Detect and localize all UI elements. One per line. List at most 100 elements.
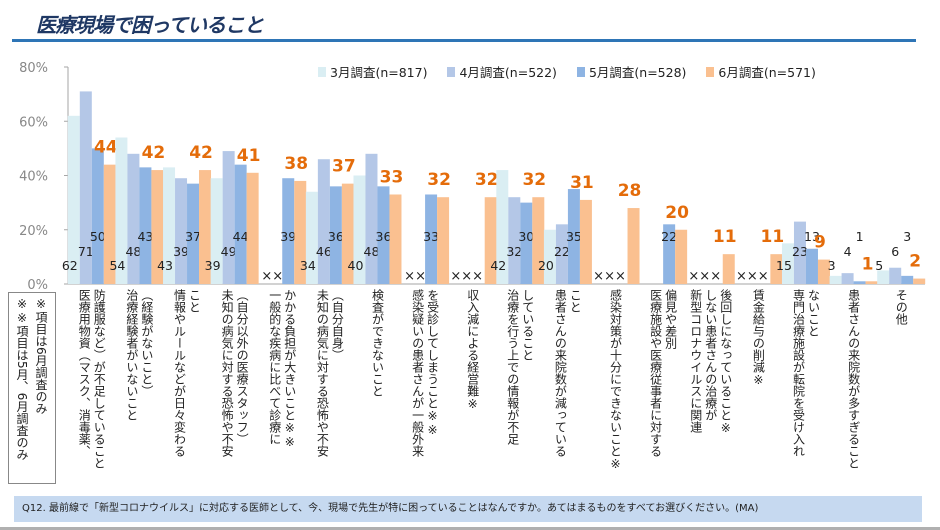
bar-6month bbox=[151, 170, 164, 284]
bar-5month bbox=[663, 224, 676, 284]
category-label-line: こと bbox=[568, 289, 583, 313]
legend-item: 4月調査(n=522) bbox=[447, 62, 557, 81]
data-label-highlight: 31 bbox=[570, 173, 594, 193]
legend-swatch bbox=[576, 66, 585, 77]
category-label-line: 情報やルールなどが日々変わる bbox=[172, 289, 187, 457]
y-tick-label: 80% bbox=[19, 61, 48, 76]
data-label: 40 bbox=[348, 258, 364, 273]
category-label: 未知の病気に対する恐怖や不安 （自分以外の医療スタッフ） bbox=[220, 289, 249, 457]
bar-6month bbox=[103, 164, 116, 284]
data-label: 50 bbox=[90, 229, 106, 244]
bar-3month bbox=[163, 167, 176, 284]
bar-5month bbox=[901, 275, 914, 284]
data-label: 35 bbox=[566, 229, 582, 244]
data-label: 36 bbox=[328, 229, 344, 244]
data-label: 23 bbox=[792, 244, 808, 259]
category-label: 患者さんの来院数が多すぎること bbox=[847, 289, 861, 469]
category-label: 専門治療施設が転院を受け入れ ないこと bbox=[791, 289, 820, 457]
category-label: 検査ができないこと bbox=[370, 289, 384, 397]
data-label-highlight: 2 bbox=[909, 252, 921, 272]
category-label-line: していること bbox=[520, 289, 535, 361]
bar-4month bbox=[317, 159, 330, 284]
data-label-highlight: 32 bbox=[475, 170, 499, 190]
data-label: 71 bbox=[78, 244, 94, 259]
bar-3month bbox=[115, 137, 128, 284]
legend-swatch bbox=[706, 66, 715, 77]
category-label-line: 新型コロナウイルスに関連 bbox=[688, 289, 703, 433]
category-label-line: 収入減による経営難※ bbox=[465, 289, 480, 411]
category-label-line: 未知の病気に対する恐怖や不安 bbox=[220, 289, 235, 457]
bar-6month bbox=[437, 197, 450, 284]
data-label: 3 bbox=[903, 229, 911, 244]
data-label: 39 bbox=[173, 244, 189, 259]
category-label-line: 治療経験者がいないこと bbox=[124, 289, 139, 421]
bar-5month bbox=[520, 202, 533, 284]
data-label-highlight: 41 bbox=[237, 146, 261, 166]
data-label-highlight: 38 bbox=[284, 154, 308, 174]
not-surveyed-marker: ××× bbox=[688, 269, 721, 284]
legend-label: 6月調査(n=571) bbox=[718, 65, 816, 80]
bar-6month bbox=[865, 281, 878, 284]
bar-3month bbox=[543, 229, 556, 284]
category-label-line: 患者さんの来院数が多すぎること bbox=[846, 289, 861, 469]
category-label: 一般的な疾病に比べて診療に かかる負担が大きいこと※※ bbox=[268, 289, 297, 449]
data-label: 39 bbox=[280, 229, 296, 244]
data-label: 30 bbox=[518, 229, 534, 244]
note-single-star: ※項目は6月調査のみ bbox=[34, 297, 48, 415]
data-label: 43 bbox=[157, 258, 173, 273]
bar-4month bbox=[889, 267, 902, 284]
data-label-highlight: 32 bbox=[522, 170, 546, 190]
note-double-star: ※※項目は5月、6月調査のみ bbox=[15, 297, 29, 461]
title-divider bbox=[12, 39, 916, 42]
y-tick-label: 0% bbox=[27, 278, 48, 293]
category-label-line: その他 bbox=[894, 289, 909, 325]
data-label: 42 bbox=[490, 258, 506, 273]
page-title: 医療現場で困っていること bbox=[36, 13, 264, 37]
bar-4month bbox=[841, 273, 854, 284]
data-label: 22 bbox=[554, 244, 570, 259]
data-label-highlight: 42 bbox=[189, 143, 213, 163]
data-label: 46 bbox=[316, 244, 332, 259]
legend-swatch bbox=[447, 66, 456, 77]
category-label: 患者さんの来院数が減っている こと bbox=[553, 289, 582, 457]
bar-3month bbox=[305, 191, 318, 284]
bar-5month bbox=[853, 281, 866, 284]
category-label-line: 賃金給与の削減※ bbox=[751, 289, 766, 387]
legend-item: 5月調査(n=528) bbox=[576, 62, 687, 81]
category-label-line: 医療施設や医療従事者に対する bbox=[648, 289, 663, 457]
category-label: その他 bbox=[894, 289, 908, 325]
bar-6month bbox=[341, 183, 354, 284]
bar-chart: 0%20%40%60%80%62715044544843424339374239… bbox=[19, 61, 926, 293]
bar-5month bbox=[329, 186, 342, 284]
bar-5month bbox=[187, 183, 200, 284]
bar-4month bbox=[79, 91, 92, 284]
not-surveyed-marker: ××× bbox=[736, 269, 769, 284]
category-label-line: 患者さんの来院数が減っている bbox=[553, 289, 568, 457]
data-label-highlight: 42 bbox=[142, 143, 166, 163]
category-label: 情報やルールなどが日々変わる こと bbox=[173, 289, 202, 457]
y-tick-label: 20% bbox=[19, 224, 48, 239]
data-label: 3 bbox=[828, 258, 836, 273]
data-label: 54 bbox=[109, 258, 125, 273]
legend-label: 5月調査(n=528) bbox=[588, 65, 687, 80]
legend-label: 4月調査(n=522) bbox=[459, 65, 557, 80]
data-label: 33 bbox=[423, 229, 439, 244]
data-label: 13 bbox=[804, 229, 820, 244]
category-label-line: 偏見や差別 bbox=[663, 289, 678, 349]
data-label-highlight: 11 bbox=[761, 227, 785, 247]
data-label: 44 bbox=[233, 229, 249, 244]
category-label: 新型コロナウイルスに関連 しない患者さんの治療が 後回しになっていること※ bbox=[689, 289, 733, 435]
category-label-line: かかる負担が大きいこと※※ bbox=[282, 289, 297, 449]
bar-6month bbox=[817, 259, 830, 284]
not-surveyed-marker: ×× bbox=[404, 269, 426, 284]
bar-5month bbox=[377, 186, 390, 284]
data-label-highlight: 33 bbox=[380, 167, 404, 187]
not-surveyed-marker: ××× bbox=[450, 269, 483, 284]
category-label-line: こと bbox=[187, 289, 202, 313]
bar-6month bbox=[579, 199, 592, 284]
data-label: 43 bbox=[137, 229, 153, 244]
data-label-highlight: 28 bbox=[618, 181, 642, 201]
category-label-line: 防護服など）が不足していること bbox=[92, 289, 107, 469]
data-label: 1 bbox=[856, 229, 864, 244]
